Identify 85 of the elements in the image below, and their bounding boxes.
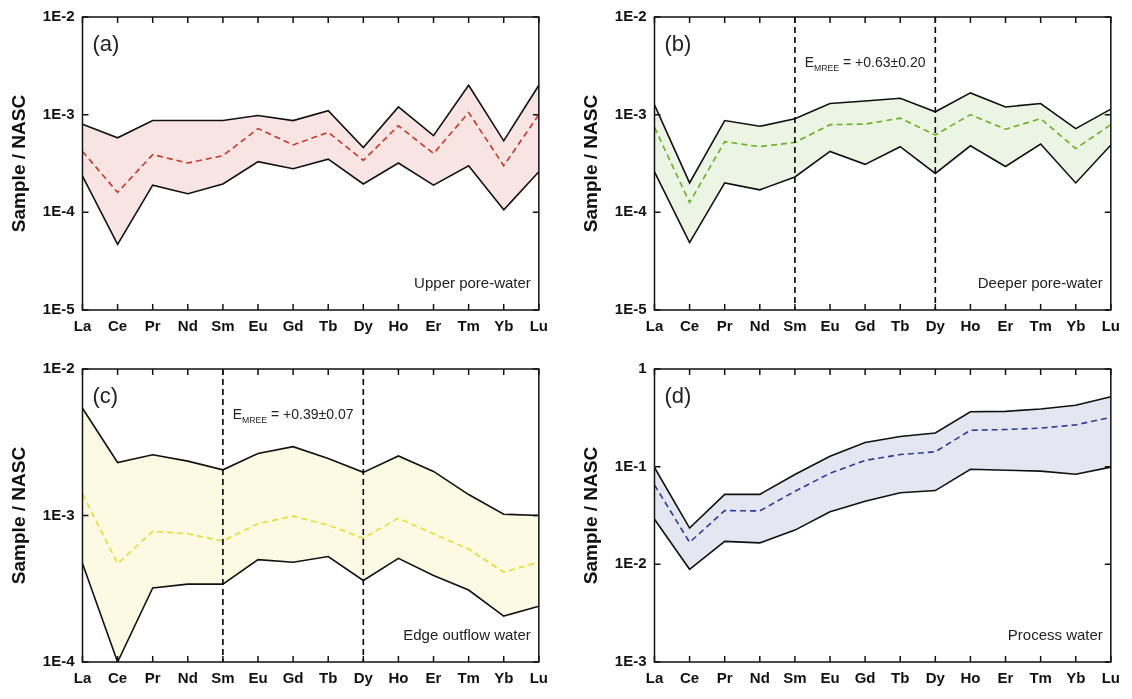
x-tick-label: Tm (457, 669, 480, 687)
x-tick-label: Sm (783, 317, 807, 335)
x-tick-label: Ho (388, 669, 409, 687)
x-tick-label: Eu (248, 669, 268, 687)
annotation: (d) (664, 383, 692, 408)
x-tick-label: Er (997, 317, 1014, 335)
x-tick-label: La (645, 669, 664, 687)
x-tick-label: La (73, 669, 92, 687)
x-tick-label: Tm (457, 317, 480, 335)
y-tick-label: 1E-4 (614, 202, 648, 220)
x-tick-label: Tb (891, 669, 910, 687)
x-tick-label: Er (425, 669, 442, 687)
y-tick-label: 1E-4 (42, 202, 76, 220)
x-tick-label: Tb (891, 317, 910, 335)
x-tick-label: Nd (749, 669, 770, 687)
x-tick-label: Dy (353, 669, 374, 687)
x-tick-label: Sm (211, 669, 235, 687)
x-tick-label: Dy (925, 317, 946, 335)
annotation: Upper pore-water (414, 274, 531, 291)
x-tick-label: Ho (960, 669, 981, 687)
x-tick-label: Pr (716, 317, 733, 335)
x-tick-label: Sm (783, 669, 807, 687)
x-tick-label: Ce (107, 317, 128, 335)
annotation: (b) (664, 31, 692, 56)
y-tick-label: 1E-5 (614, 300, 647, 318)
y-axis-title: Sample / NASC (579, 94, 601, 233)
annotation: Process water (1007, 626, 1103, 643)
x-tick-label: Nd (177, 317, 198, 335)
x-tick-label: Gd (854, 669, 876, 687)
y-tick-label: 1E-2 (42, 359, 75, 377)
x-tick-label: Nd (749, 317, 770, 335)
x-tick-label: Yb (1066, 669, 1086, 687)
x-tick-label: Ho (960, 317, 981, 335)
x-tick-label: Ce (107, 669, 128, 687)
x-tick-label: Yb (1066, 317, 1086, 335)
annotation: Edge outflow water (403, 626, 531, 643)
y-tick-label: 1E-2 (614, 554, 647, 572)
y-axis-title: Sample / NASC (7, 94, 29, 233)
x-tick-label: Tb (319, 317, 338, 335)
x-tick-label: Lu (529, 317, 548, 335)
y-tick-label: 1E-5 (42, 300, 75, 318)
x-tick-label: Lu (529, 669, 548, 687)
x-tick-label: Gd (282, 669, 304, 687)
line-series (653, 113, 1112, 204)
y-tick-label: 1E-1 (614, 456, 647, 474)
x-tick-label: Pr (144, 669, 161, 687)
x-tick-label: Eu (248, 317, 268, 335)
x-tick-label: Gd (282, 317, 304, 335)
x-tick-label: Yb (494, 669, 514, 687)
y-tick-label: 1 (638, 359, 647, 377)
x-tick-label: La (645, 317, 664, 335)
y-axis-title: Sample / NASC (7, 446, 29, 585)
x-tick-label: Gd (854, 317, 876, 335)
x-tick-label: Dy (925, 669, 946, 687)
x-tick-label: Pr (144, 317, 161, 335)
x-tick-label: Lu (1101, 317, 1120, 335)
y-tick-label: 1E-3 (614, 104, 647, 122)
x-tick-label: Dy (353, 317, 374, 335)
y-tick-label: 1E-3 (42, 505, 75, 523)
x-tick-label: Tb (319, 669, 338, 687)
y-tick-label: 1E-3 (42, 104, 75, 122)
line-series (81, 111, 540, 194)
x-tick-label: Eu (820, 669, 840, 687)
annotation: Deeper pore-water (977, 274, 1103, 291)
x-tick-label: Eu (820, 317, 840, 335)
x-tick-label: Nd (177, 669, 198, 687)
y-tick-label: 1E-3 (614, 652, 647, 670)
x-tick-label: Sm (211, 317, 235, 335)
annotation: (a) (92, 31, 120, 56)
x-tick-label: Tm (1029, 669, 1052, 687)
x-tick-label: Lu (1101, 669, 1120, 687)
x-tick-label: Ce (679, 317, 700, 335)
x-tick-label: La (73, 317, 92, 335)
x-tick-label: Tm (1029, 317, 1052, 335)
x-tick-label: Yb (494, 317, 514, 335)
y-axis-title: Sample / NASC (579, 446, 601, 585)
x-tick-label: Ce (679, 669, 700, 687)
x-tick-label: Pr (716, 669, 733, 687)
y-tick-label: 1E-2 (614, 7, 647, 25)
y-tick-label: 1E-4 (42, 652, 76, 670)
x-tick-label: Er (425, 317, 442, 335)
annotation: (c) (92, 383, 119, 408)
x-tick-label: Ho (388, 317, 409, 335)
x-tick-label: Er (997, 669, 1014, 687)
y-tick-label: 1E-2 (42, 7, 75, 25)
